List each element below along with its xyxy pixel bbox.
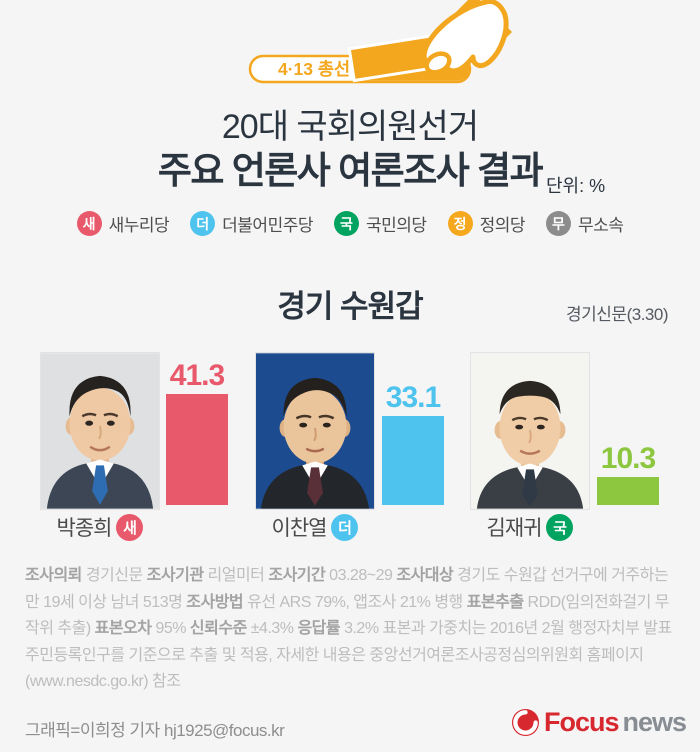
candidate-photo [40,352,160,510]
party-badge-icon: 무 [545,211,571,236]
bar-value-label: 41.3 [169,358,225,392]
bar-value-label: 33.1 [385,380,441,414]
party-badge-icon: 정 [447,211,473,236]
legend-label: 국민의당 [366,216,427,235]
focus-news-logo: Focus news [511,707,687,738]
focus-swirl-icon [511,708,539,737]
poll-bar [382,415,444,505]
legend-item-kukmin: 국 국민의당 [334,211,427,236]
legend-item-independent: 무 무소속 [545,211,624,236]
logo-text-focus: Focus [543,707,620,737]
candidate-name: 박종희 [56,517,113,540]
poll-bar [597,477,659,505]
party-legend: 새 새누리당 더 더불어민주당 국 국민의당 정 정의당 무 무소속 [0,211,700,236]
party-badge-icon: 더 [331,513,359,541]
badge-label: 4·13 총선 [278,59,350,79]
party-badge-icon: 새 [116,513,144,541]
candidate-name: 이찬열 [271,517,328,540]
ballot-hand-icon: 4·13 총선 [248,0,512,84]
legend-label: 무소속 [577,216,624,235]
bar-value-label: 10.3 [600,442,656,476]
legend-item-saenuri: 새 새누리당 [76,211,170,236]
party-badge-icon: 국 [546,513,574,541]
poll-bar [166,393,228,505]
legend-item-minjoo: 더 더불어민주당 [190,211,313,236]
party-badge-icon: 새 [76,211,102,236]
party-badge-icon: 더 [190,211,216,236]
legend-item-justice: 정 정의당 [447,211,526,236]
thumb-shape [424,51,452,75]
legend-label: 정의당 [479,216,526,235]
legend-label: 새누리당 [108,216,170,235]
main-title-line2: 주요 언론사 여론조사 결과 [157,150,544,191]
party-badge-icon: 국 [334,211,359,236]
candidate-photo [255,352,375,510]
candidate-name-row: 박종희 새 [30,512,170,542]
bar-column: 10.3 [597,352,659,505]
region-title: 경기 수원갑 [277,289,423,324]
unit-label: 단위: % [546,176,606,196]
bar-column: 41.3 [166,352,228,505]
survey-text: 조사의뢰 경기신문 조사기관 리얼미터 조사기간 03.28~29 조사대상 경… [25,567,672,690]
survey-source: 경기신문(3.30) [566,305,668,324]
main-title-line1: 20대 국회의원선거 [221,108,479,146]
legend-label: 더불어민주당 [222,216,313,235]
logo-text-news: news [622,707,687,737]
bar-column: 33.1 [382,352,444,505]
credit-line: 그래픽=이희정 기자 hj1925@focus.kr [25,721,285,740]
candidate-name-row: 김재귀 국 [460,512,600,542]
candidate-name-row: 이찬열 더 [245,512,385,542]
candidate-photo [470,352,590,510]
candidate-name: 김재귀 [486,517,543,540]
